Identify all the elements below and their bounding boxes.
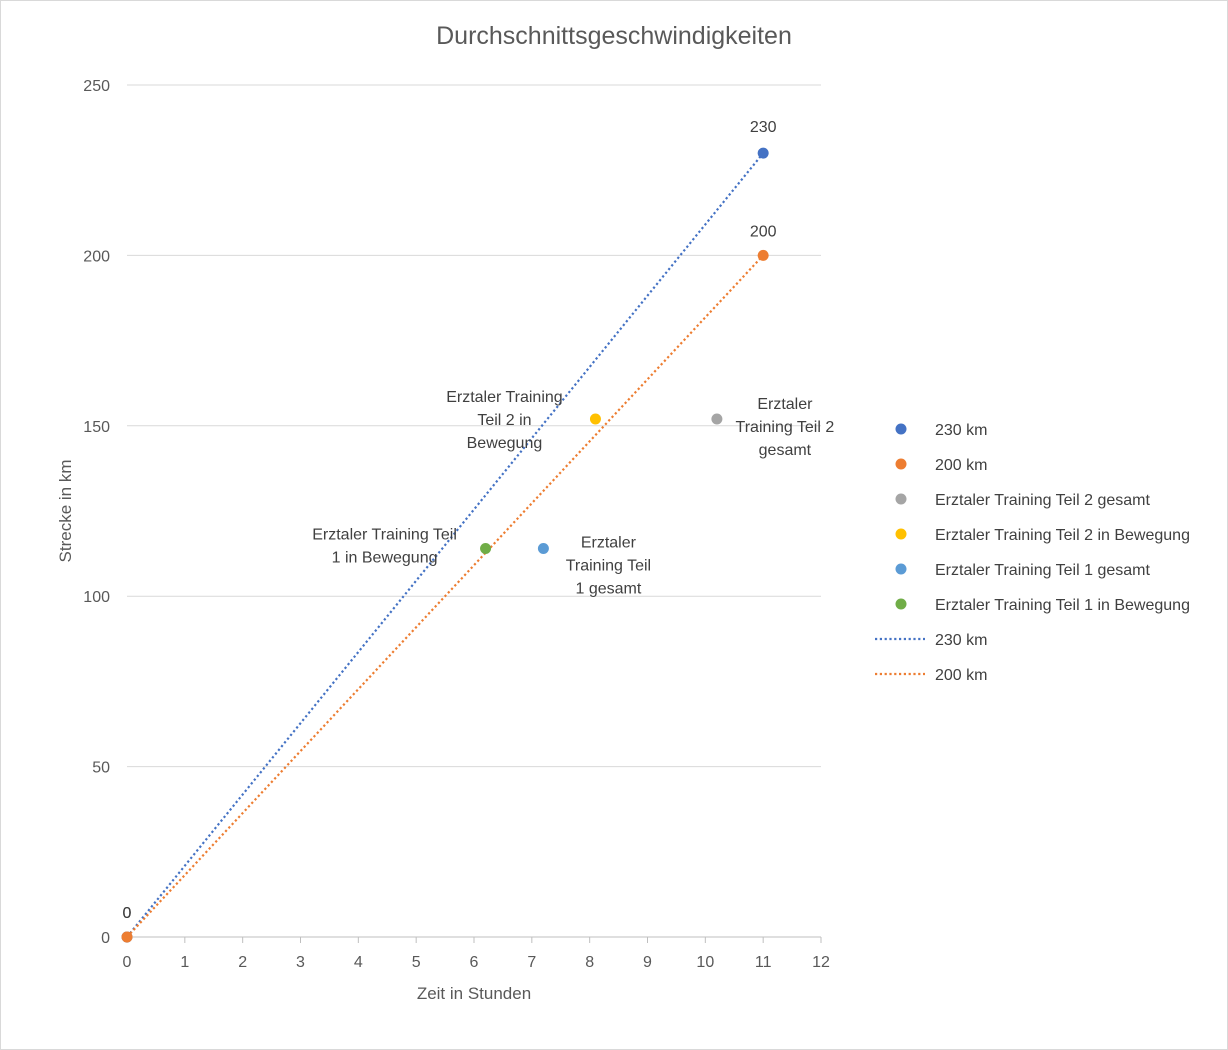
legend-marker-3 [895, 528, 907, 540]
label-200: 200 [750, 223, 777, 240]
x-tick-10: 10 [696, 954, 714, 971]
point-s3-p0 [589, 413, 601, 425]
label-origin-200: 0 [123, 905, 132, 922]
label-teil2-bewegung: Erztaler Training Teil 2 in Bewegung [446, 389, 563, 452]
y-tick-50: 50 [92, 760, 110, 777]
legend-marker-0 [895, 423, 907, 435]
x-tick-8: 8 [585, 954, 594, 971]
point-s5-p0 [480, 542, 492, 554]
legend: 230 km 200 km Erztaler Training Teil 2 ges… [875, 422, 1190, 684]
x-axis-title: Zeit in Stunden [417, 984, 531, 1003]
legend-label-0: 230 km [935, 422, 987, 439]
x-tick-7: 7 [527, 954, 536, 971]
data-points [121, 147, 769, 943]
legend-label-4: Erztaler Training Teil 1 gesamt [935, 562, 1150, 579]
legend-marker-5 [895, 598, 907, 610]
x-tick-0: 0 [123, 954, 132, 971]
x-tick-6: 6 [470, 954, 479, 971]
point-s2-p0 [711, 413, 723, 425]
y-tick-250: 250 [83, 78, 110, 95]
point-s1-p0 [121, 931, 133, 943]
x-axis [126, 936, 822, 943]
trendlines [126, 152, 765, 938]
label-teil2-gesamt: Erztaler Training Teil 2 gesamt [736, 396, 835, 459]
trendline-0 [126, 152, 765, 938]
x-tick-labels: 0 1 2 3 4 5 6 7 8 9 10 11 12 [123, 954, 830, 971]
chart-title: Durchschnittsgeschwindigkeiten [436, 22, 792, 50]
legend-label-5: Erztaler Training Teil 1 in Bewegung [935, 597, 1190, 614]
legend-marker-1 [895, 458, 907, 470]
y-tick-150: 150 [83, 419, 110, 436]
label-230: 230 [750, 119, 777, 136]
legend-label-1: 200 km [935, 457, 987, 474]
x-tick-1: 1 [180, 954, 189, 971]
legend-marker-2 [895, 493, 907, 505]
x-tick-11: 11 [755, 954, 772, 971]
gridlines [127, 84, 821, 768]
y-tick-200: 200 [83, 248, 110, 265]
label-teil1-gesamt: Erztaler Training Teil 1 gesamt [566, 534, 651, 597]
x-tick-4: 4 [354, 954, 363, 971]
trendline-1 [126, 254, 764, 938]
legend-trend-label-0: 230 km [935, 632, 987, 649]
legend-label-2: Erztaler Training Teil 2 gesamt [935, 492, 1150, 509]
x-tick-9: 9 [643, 954, 652, 971]
point-s1-p1 [757, 249, 769, 261]
point-s0-p1 [757, 147, 769, 159]
label-origin-230: 0 [123, 905, 132, 922]
point-s4-p0 [537, 542, 549, 554]
x-tick-12: 12 [812, 954, 830, 971]
y-tick-100: 100 [83, 589, 110, 606]
legend-label-3: Erztaler Training Teil 2 in Bewegung [935, 527, 1190, 544]
y-tick-0: 0 [101, 930, 110, 947]
y-tick-labels: 0 50 100 150 200 250 [83, 78, 110, 947]
label-teil1-bewegung: Erztaler Training Teil 1 in Bewegung [312, 526, 457, 566]
y-axis-title: Strecke in km [56, 460, 75, 563]
x-tick-3: 3 [296, 954, 305, 971]
legend-marker-4 [895, 563, 907, 575]
x-tick-2: 2 [238, 954, 247, 971]
legend-trend-label-1: 200 km [935, 667, 987, 684]
x-tick-5: 5 [412, 954, 421, 971]
